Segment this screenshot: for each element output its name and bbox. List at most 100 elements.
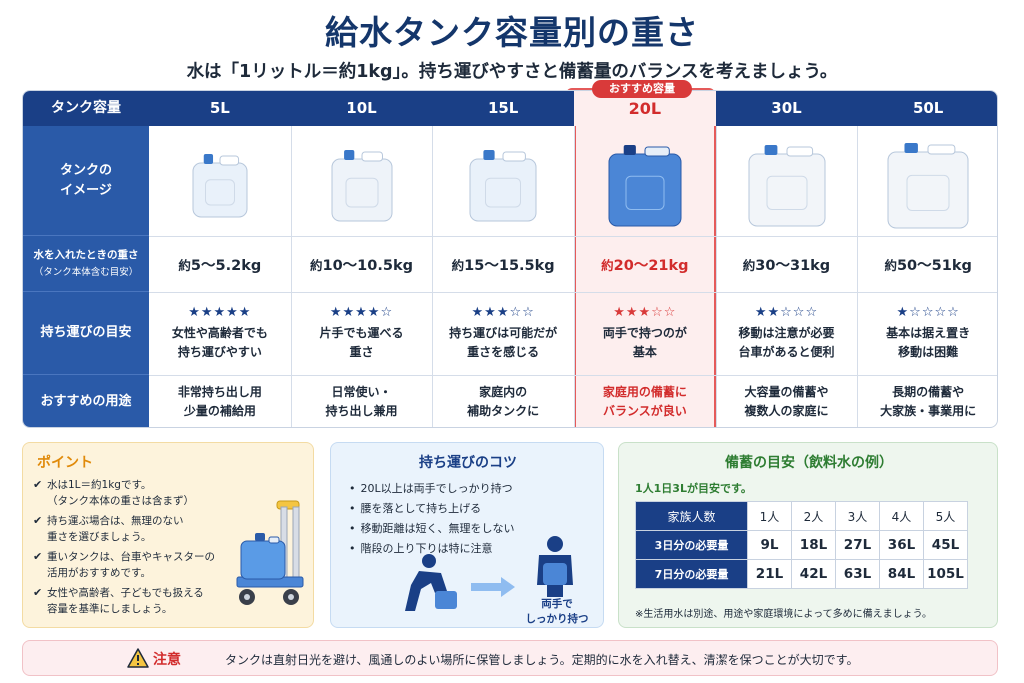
- stock-table: 家族人数 1人 2人 3人 4人 5人 3日分の必要量 9L 18L 27L 36L 45L 7日分の必…: [635, 501, 968, 589]
- carry-note: 移動は注意が必要 台車があると便利: [738, 326, 835, 359]
- stock-row-label: 3日分の必要量: [635, 530, 748, 560]
- carry-stars: ★★☆☆☆: [754, 305, 819, 321]
- carry-cell: ★★★★☆ 片手でも運べる 重さ: [291, 292, 433, 375]
- bullet-icon: •: [349, 542, 356, 555]
- page-subtitle: 水は「1リットル＝約1kg」。持ち運びやすさと備蓄量のバランスを考えましょう。: [186, 62, 838, 82]
- weight-value: 約50〜51kg: [884, 254, 971, 275]
- carry-stars: ★★★☆☆: [471, 305, 535, 321]
- person-lifting-icon: [405, 554, 515, 611]
- weight-value: 約5〜5.2kg: [178, 254, 261, 275]
- warning-icon: [127, 648, 149, 668]
- tip-item-text: 階段の上り下りは特に注意: [360, 542, 493, 555]
- weight-prefix: 約: [178, 257, 191, 273]
- tips-box: 持ち運びのコツ • 20L以上は両手でしっかり持つ • 腰を落として持ち上げる • 移動距…: [330, 442, 604, 628]
- weight-cell: 約15〜15.5kg: [432, 236, 574, 292]
- carry-cell: ★★★☆☆ 持ち運びは可能だが 重さを感じる: [432, 292, 574, 375]
- carry-cell: ★★☆☆☆ 移動は注意が必要 台車があると便利: [716, 292, 858, 375]
- carry-note: 基本は据え置き 移動は困難: [886, 326, 971, 359]
- tip-item: • 階段の上り下りは特に注意: [349, 539, 515, 559]
- carry-cell: ★★★☆☆ 両手で持つのが 基本: [574, 292, 716, 375]
- weight-range: 20〜21kg: [613, 257, 689, 274]
- row-label-weight: 水を入れたときの重さ （タンク本体含む目安）: [23, 236, 149, 292]
- tip-item: • 20L以上は両手でしっかり持つ: [349, 479, 515, 499]
- point-item: ✔ 水は1L＝約1kgです。 （タンク本体の重さは含まず）: [33, 477, 233, 509]
- point-item: ✔ 女性や高齢者、子どもでも扱える 容量を基準にしましょう。: [33, 585, 233, 617]
- table-corner-label: タンク容量: [51, 100, 121, 116]
- stock-value-cell: 84L: [879, 559, 924, 589]
- tips-caption: 両手で しっかり持つ: [525, 598, 589, 625]
- stock-row-label: 7日分の必要量: [635, 559, 748, 589]
- carry-stars: ★☆☆☆☆: [896, 305, 960, 321]
- tip-item: • 移動距離は短く、無理をしない: [349, 519, 515, 539]
- usage-note: 家庭用の備蓄に バランスが良い: [602, 385, 687, 418]
- row-label-carry: 持ち運びの目安: [23, 292, 149, 375]
- bullet-icon: •: [349, 482, 356, 495]
- table-header: [23, 91, 997, 126]
- weight-cell: 約20〜21kg: [574, 236, 716, 292]
- weight-value: 約10〜10.5kg: [310, 254, 413, 275]
- usage-cell: 家庭用の備蓄に バランスが良い: [574, 375, 716, 427]
- tank-image-15L: [469, 150, 537, 222]
- point-title: ポイント: [37, 455, 93, 471]
- row-label-weight-sub: （タンク本体含む目安）: [33, 266, 139, 278]
- weight-cell: 約5〜5.2kg: [149, 236, 291, 292]
- stock-people-cell: 2人: [791, 501, 836, 531]
- stock-value-cell: 63L: [835, 559, 880, 589]
- weight-range: 50〜51kg: [896, 257, 972, 274]
- column-header-30L: 30L: [771, 99, 802, 117]
- weight-cell: 約30〜31kg: [716, 236, 858, 292]
- stock-title: 備蓄の目安（飲料水の例）: [725, 455, 893, 471]
- weight-prefix: 約: [451, 257, 465, 273]
- point-item-text: 女性や高齢者、子どもでも扱える 容量を基準にしましょう。: [47, 587, 204, 615]
- tips-list: • 20L以上は両手でしっかり持つ • 腰を落として持ち上げる • 移動距離は短く、無理を…: [349, 479, 515, 559]
- stock-value-cell: 36L: [879, 530, 924, 560]
- weight-range: 30〜31kg: [755, 257, 831, 274]
- column-header-15L: 15L: [487, 99, 519, 117]
- weight-prefix: 約: [601, 257, 614, 273]
- tip-item-text: 20L以上は両手でしっかり持つ: [360, 482, 513, 495]
- bullet-icon: •: [349, 522, 356, 535]
- stock-people-cell: 3人: [835, 501, 880, 531]
- carry-note: 持ち運びは可能だが 重さを感じる: [449, 326, 558, 359]
- usage-cell: 大容量の備蓄や 複数人の家庭に: [716, 375, 858, 427]
- tips-title: 持ち運びのコツ: [419, 455, 517, 471]
- carry-stars: ★★★★★: [188, 305, 252, 321]
- stock-row: 7日分の必要量 21L 42L 63L 84L 105L: [635, 559, 968, 589]
- weight-range: 5〜5.2kg: [190, 257, 262, 274]
- column-header-5L: 5L: [209, 99, 230, 117]
- stock-row: 3日分の必要量 9L 18L 27L 36L 45L: [635, 530, 968, 560]
- capacity-table: タンク容量 タンクの イメージ 水を入れたときの重さ （タンク本体含む目安） 持ち…: [22, 90, 998, 428]
- weight-range: 15〜15.5kg: [464, 257, 555, 274]
- point-item: ✔ 重いタンクは、台車やキャスターの 活用がおすすめです。: [33, 549, 233, 581]
- tank-image-10L: [331, 150, 392, 222]
- tip-item-text: 移動距離は短く、無理をしない: [360, 522, 515, 535]
- stock-value-cell: 27L: [835, 530, 880, 560]
- person-carrying-icon: [537, 536, 573, 597]
- carry-note: 女性や高齢者でも 持ち運びやすい: [171, 326, 268, 359]
- stock-value-cell: 21L: [747, 559, 792, 589]
- tank-image-5L: [192, 154, 248, 218]
- point-item-text: 持ち運ぶ場合は、無理のない 重さを選びましょう。: [47, 515, 184, 543]
- carry-stars: ★★★☆☆: [613, 305, 677, 321]
- usage-cell: 非常持ち出し用 少量の補給用: [149, 375, 291, 427]
- column-header-10L: 10L: [346, 99, 377, 117]
- check-icon: ✔: [33, 514, 43, 527]
- usage-cell: 長期の備蓄や 大家族・事業用に: [857, 375, 997, 427]
- tip-item: • 腰を落として持ち上げる: [349, 499, 515, 519]
- weight-prefix: 約: [309, 257, 323, 273]
- stock-people-cell: 5人: [923, 501, 968, 531]
- stock-value-cell: 42L: [791, 559, 836, 589]
- carry-stars: ★★★★☆: [329, 305, 394, 321]
- recommended-badge: おすすめ容量: [592, 80, 692, 98]
- carry-cell: ★★★★★ 女性や高齢者でも 持ち運びやすい: [149, 292, 291, 375]
- weight-value: 約20〜21kg: [601, 254, 688, 275]
- carry-note: 片手でも運べる 重さ: [319, 326, 404, 359]
- usage-cell: 日常使い・ 持ち出し兼用: [291, 375, 433, 427]
- stock-header-label: 家族人数: [635, 501, 748, 531]
- carry-note: 両手で持つのが 基本: [602, 326, 687, 359]
- point-item: ✔ 持ち運ぶ場合は、無理のない 重さを選びましょう。: [33, 513, 233, 545]
- stock-note: ※生活用水は別途、用途や家庭環境によって多めに備えましょう。: [635, 609, 932, 620]
- row-label-weight-main: 水を入れたときの重さ: [33, 248, 139, 261]
- caution-bar: 注意 タンクは直射日光を避け、風通しのよい場所に保管しましょう。定期的に水を入れ…: [22, 640, 998, 676]
- bullet-icon: •: [349, 502, 356, 515]
